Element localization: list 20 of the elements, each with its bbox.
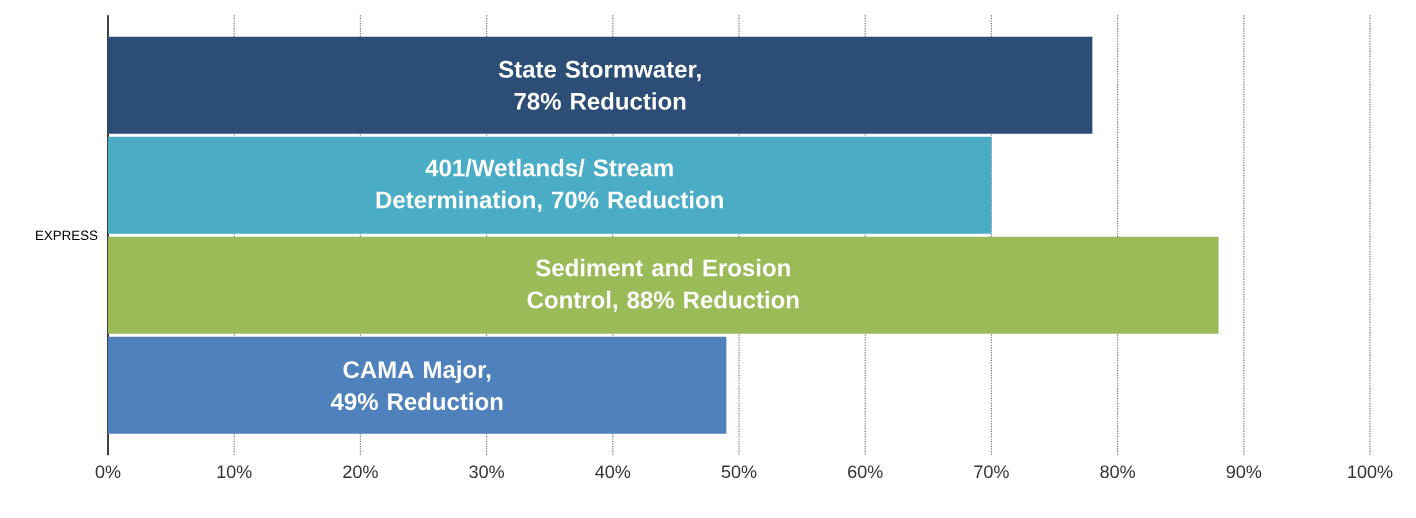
y-tick-label: Sediment and Erosion Control, 88% Reduction — [527, 258, 799, 312]
x-tick-label: 20% — [343, 465, 378, 479]
x-tick-label: 90% — [1226, 465, 1262, 479]
x-tick-label: 60% — [848, 465, 883, 479]
bar — [108, 236, 1219, 334]
y-tick-label: CAMA Major, 49% Reduction — [330, 360, 503, 411]
y-tick-label: 401/Wetlands/ Stream Determination, 70% Reduction — [376, 158, 723, 212]
x-tick-label: 40% — [595, 465, 631, 479]
bar — [108, 136, 992, 234]
x-tick-label: 30% — [469, 465, 504, 479]
y-axis-title: EXPRESS — [36, 230, 98, 241]
y-tick-label: State Stormwater, 78% Reduction — [498, 60, 701, 110]
x-tick-label: 10% — [217, 465, 252, 479]
x-tick-label: 70% — [974, 465, 1009, 479]
bar — [108, 336, 727, 434]
x-tick-label: 0% — [95, 465, 121, 479]
bar — [108, 36, 1093, 134]
x-tick-label: 50% — [721, 465, 757, 479]
x-tick-label: 80% — [1100, 465, 1135, 479]
x-tick-label: 100% — [1348, 465, 1393, 479]
